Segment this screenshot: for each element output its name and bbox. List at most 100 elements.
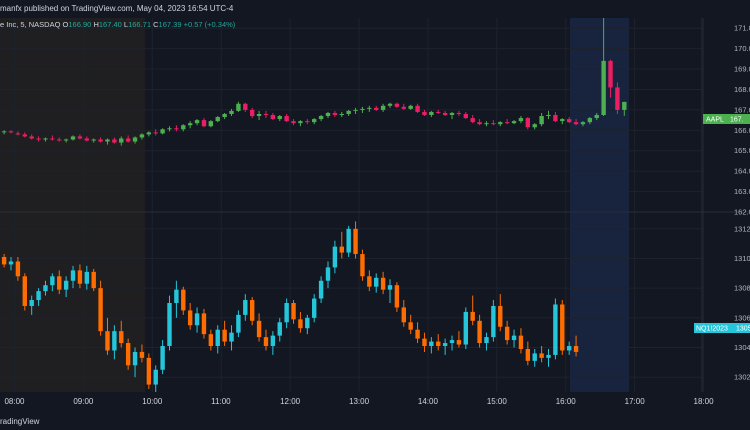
aapl-candle-body: [208, 121, 214, 127]
aapl-candle: [105, 138, 110, 145]
aapl-candle-body: [360, 108, 365, 110]
nq-axis-tick: 1310: [734, 254, 750, 263]
nq-candle-body: [298, 319, 303, 329]
open-value: 166.90: [68, 20, 92, 29]
aapl-candle: [587, 117, 593, 125]
aapl-candle-body: [367, 107, 372, 109]
aapl-candle: [146, 131, 152, 137]
nq-candle: [305, 314, 310, 335]
nq-candle: [532, 348, 537, 367]
aapl-candle-body: [270, 115, 276, 120]
nq-candle-body: [63, 280, 69, 290]
nq-candle: [401, 300, 406, 327]
aapl-candle-body: [622, 101, 627, 110]
time-axis-label: 18:00: [694, 397, 715, 406]
aapl-price-axis[interactable]: 171.0 170.0 169.0 168.0 167.0 166.0 165.0 164.0…: [734, 24, 750, 217]
nq-candle-body: [43, 285, 48, 292]
nq-candle-body: [1, 257, 7, 265]
nq-candle-body: [504, 326, 510, 341]
aapl-candle-body: [408, 105, 413, 109]
nq-candle-body: [243, 300, 248, 315]
aapl-candle-body: [566, 119, 572, 123]
aapl-candle: [415, 103, 420, 113]
aapl-candle: [401, 103, 406, 110]
aapl-candle: [132, 136, 138, 144]
nq-candle: [312, 294, 317, 323]
aapl-tag-value: 167.: [730, 117, 744, 124]
aapl-candle-body: [174, 128, 179, 130]
nq-candle: [394, 282, 400, 312]
change-value: +0.57 (+0.34%): [183, 20, 236, 29]
aapl-candle: [15, 131, 21, 136]
nq-candle-body: [84, 271, 90, 284]
aapl-candle-body: [394, 103, 400, 107]
aapl-candle: [36, 136, 41, 142]
aapl-candle: [608, 59, 613, 98]
aapl-candle-body: [139, 134, 145, 138]
nq-price-axis[interactable]: 1312 1310 1308 1306 1304 1302: [734, 224, 750, 381]
nq-candle: [249, 297, 255, 326]
aapl-candle-body: [284, 116, 289, 122]
nq-candle: [112, 325, 117, 360]
aapl-candle-body: [415, 105, 420, 112]
aapl-candle: [346, 109, 351, 117]
aapl-candle-body: [132, 137, 138, 142]
aapl-candle: [291, 119, 296, 126]
nq-candle: [429, 337, 434, 354]
symbol-legend[interactable]: e Inc, 5, NASDAQ O166.90 H167.40 L166.71…: [0, 18, 235, 32]
nq-candle-body: [105, 331, 110, 351]
nq-candle-body: [256, 320, 262, 338]
aapl-candle: [43, 137, 48, 142]
aapl-candle-body: [98, 139, 103, 142]
time-axis-label: 15:00: [487, 397, 508, 406]
aapl-candle: [208, 120, 214, 128]
aapl-candle: [243, 102, 248, 112]
aapl-candle-body: [187, 123, 193, 126]
aapl-candle: [449, 111, 455, 120]
nq-candle: [442, 338, 448, 355]
aapl-candle: [98, 137, 103, 143]
nq-candle: [346, 225, 351, 258]
nq-candle-body: [353, 228, 358, 255]
nq-candle: [298, 311, 303, 333]
nq-tag-bg: [694, 323, 750, 333]
high-label: H: [93, 20, 99, 29]
nq-candle: [77, 264, 83, 289]
nq-candle-body: [167, 303, 172, 347]
aapl-candle: [187, 121, 193, 129]
aapl-candle-body: [449, 112, 455, 115]
aapl-candle-body: [560, 119, 565, 122]
aapl-candle-body: [105, 139, 110, 142]
time-axis-label: 12:00: [280, 397, 301, 406]
nq-candle-body: [312, 298, 317, 318]
aapl-candle-body: [374, 107, 379, 110]
nq-candle: [222, 320, 227, 347]
nq-candle: [15, 257, 21, 281]
aapl-axis-tick: 163.0: [734, 187, 750, 196]
aapl-candle: [84, 136, 90, 142]
aapl-candle: [256, 110, 262, 121]
nq-candle-body: [29, 300, 34, 306]
aapl-candle-body: [167, 128, 172, 130]
aapl-candle: [50, 135, 55, 141]
nq-candle-body: [153, 369, 158, 385]
nq-candle-body: [236, 314, 241, 333]
aapl-candle-body: [456, 112, 462, 114]
nq-candle-body: [470, 311, 475, 321]
nq-axis-tick: 1306: [734, 313, 750, 322]
nq-candle: [318, 276, 324, 303]
time-axis-label: 13:00: [349, 397, 370, 406]
aapl-candle: [263, 110, 269, 119]
aapl-candle-body: [401, 106, 406, 109]
nq-candle: [29, 295, 34, 315]
aapl-candle: [394, 102, 400, 108]
aapl-candle: [112, 137, 117, 144]
time-axis[interactable]: 08:00 09:00 10:00 11:00 12:00 13:00 14:00 15:00…: [4, 397, 714, 406]
aapl-candle: [222, 112, 227, 120]
nq-candle: [22, 273, 27, 311]
aapl-candle: [229, 108, 234, 117]
nq-candle: [208, 329, 214, 351]
aapl-candle: [125, 135, 131, 143]
nq-candle: [70, 265, 76, 289]
